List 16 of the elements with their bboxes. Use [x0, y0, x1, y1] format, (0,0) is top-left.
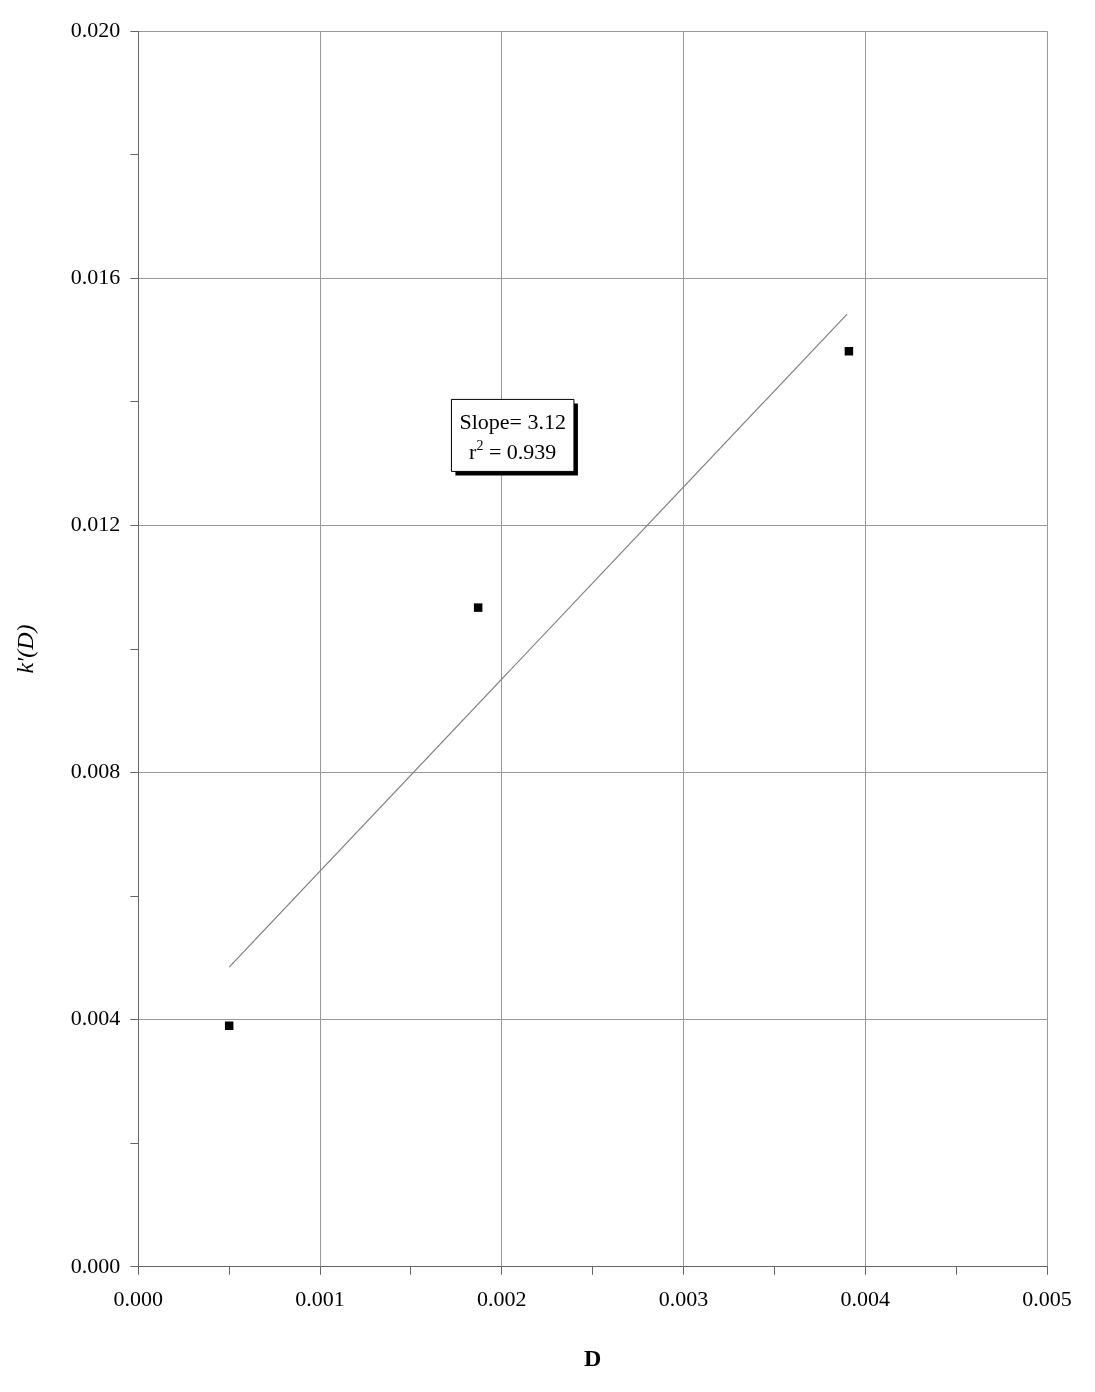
annotation: Slope= 3.12 — [459, 409, 566, 435]
x-tick-label: 0.002 — [477, 1285, 527, 1311]
y-tick-label: 0.016 — [70, 264, 121, 290]
y-tick-label: 0.012 — [70, 511, 121, 537]
x-tick-label: 0.004 — [840, 1285, 891, 1311]
y-tick-label: 0.020 — [70, 16, 121, 42]
point — [473, 603, 483, 612]
y-tick-label: 0.008 — [70, 758, 121, 784]
x-axis-title: D — [583, 1344, 602, 1371]
x-tick-label: 0.005 — [1022, 1285, 1072, 1311]
x-tick-label: 0.000 — [113, 1285, 164, 1311]
y-tick-label: 0.004 — [70, 1005, 121, 1031]
x-tick-label: 0.003 — [658, 1285, 709, 1311]
x-tick-label: 0.001 — [295, 1285, 345, 1311]
y-axis-title: k'(D) — [11, 624, 38, 674]
y-tick-label: 0.000 — [70, 1252, 121, 1278]
